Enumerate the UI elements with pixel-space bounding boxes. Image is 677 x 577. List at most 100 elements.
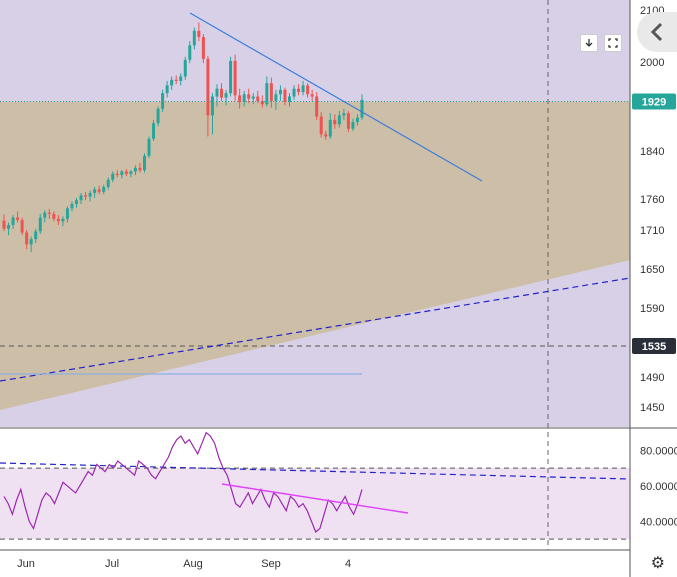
candle-body <box>183 59 187 77</box>
candle-body <box>278 89 282 95</box>
candle-body <box>16 217 20 221</box>
candle-body <box>251 96 255 99</box>
candle-body <box>206 58 210 116</box>
candle-body <box>333 119 337 125</box>
candle-body <box>111 173 115 180</box>
collapse-panel-button[interactable] <box>637 12 677 52</box>
settings-gear-icon[interactable]: ⚙ <box>650 555 665 572</box>
candle-body <box>351 122 355 129</box>
price-tick-label: 1760 <box>640 194 664 206</box>
candle-body <box>88 193 92 197</box>
price-tick-label: 1450 <box>640 402 664 414</box>
descending-trendline <box>189 12 483 182</box>
candle-body <box>152 123 156 139</box>
candle-body <box>342 113 346 116</box>
candle-body <box>47 212 51 214</box>
candle-body <box>256 96 260 101</box>
candle-body <box>260 100 264 105</box>
candle-body <box>174 79 178 81</box>
price-tick-label: 2000 <box>640 57 664 69</box>
candle-body <box>201 37 205 59</box>
rsi-divergence-line <box>221 483 409 514</box>
candle-body <box>224 93 228 98</box>
rsi-band-fill <box>0 468 630 540</box>
candle-body <box>61 218 65 222</box>
candle-body <box>328 119 332 137</box>
candle-body <box>192 30 196 46</box>
candle-body <box>93 189 97 193</box>
lower-zone-fill <box>0 101 630 411</box>
time-tick-label: Jul <box>105 558 119 570</box>
candle-body <box>142 155 146 171</box>
candle-body <box>233 60 237 96</box>
candle-body <box>102 187 106 192</box>
candle-body <box>133 167 137 172</box>
price-tick-label: 1710 <box>640 225 664 237</box>
rsi-tick-label: 60.0000 <box>640 481 677 493</box>
candle-body <box>292 88 296 97</box>
fullscreen-button[interactable] <box>604 34 622 52</box>
candle-body <box>297 88 301 93</box>
candle-body <box>265 83 269 105</box>
price-tick-label: 1840 <box>640 146 664 158</box>
candle-body <box>269 83 273 101</box>
candle-body <box>25 232 29 245</box>
price-tick-label: 1590 <box>640 303 664 315</box>
scroll-down-button[interactable] <box>580 34 598 52</box>
candle-body <box>319 116 323 135</box>
candle-body <box>220 88 224 98</box>
rsi-tick-label: 40.0000 <box>640 516 677 528</box>
candle-body <box>65 208 69 219</box>
candle-body <box>337 115 341 125</box>
fullscreen-icon <box>608 38 618 48</box>
chevron-left-icon <box>650 22 663 42</box>
candle-body <box>120 171 124 175</box>
candle-body <box>147 138 151 156</box>
candle-body <box>138 167 142 171</box>
candle-body <box>210 96 214 116</box>
candle-body <box>29 239 33 245</box>
price-tick-label: 1490 <box>640 372 664 384</box>
arrow-down-icon <box>585 39 593 47</box>
price-tag <box>632 93 676 110</box>
candle-body <box>315 96 319 117</box>
time-tick-label: Sep <box>261 558 281 570</box>
candle-body <box>20 220 24 233</box>
candle-body <box>2 220 6 229</box>
candle-body <box>238 95 242 103</box>
candle-body <box>179 76 183 81</box>
price-tag-label: 1535 <box>642 341 666 353</box>
candle-body <box>156 108 160 124</box>
candle-body <box>283 89 287 103</box>
candle-body <box>346 113 350 129</box>
candle-body <box>106 179 110 187</box>
candle-body <box>34 231 38 240</box>
candle-body <box>287 96 291 103</box>
candle-body <box>188 45 192 60</box>
candle-body <box>7 225 11 229</box>
price-tag-label: 1929 <box>642 96 666 108</box>
candle-body <box>165 85 169 94</box>
candle-body <box>75 200 79 204</box>
candle-body <box>215 88 219 97</box>
candle-body <box>306 85 310 95</box>
rising-dashed-trendline <box>0 277 631 382</box>
candle-body <box>161 93 165 109</box>
time-tick-label: 4 <box>345 558 351 570</box>
candle-body <box>115 173 119 175</box>
candle-body <box>79 195 83 201</box>
candle-body <box>11 217 15 226</box>
candle-body <box>310 94 314 97</box>
time-tick-label: Aug <box>183 558 203 570</box>
candle-body <box>355 117 359 123</box>
price-tick-label: 1650 <box>640 264 664 276</box>
rsi-dashed-trendline <box>0 462 631 480</box>
candle-body <box>229 60 233 94</box>
candle-body <box>274 94 278 101</box>
candle-body <box>84 195 88 197</box>
candle-body <box>129 171 133 174</box>
candle-body <box>170 79 174 86</box>
time-tick-label: Jun <box>17 558 35 570</box>
candle-body <box>56 218 60 222</box>
